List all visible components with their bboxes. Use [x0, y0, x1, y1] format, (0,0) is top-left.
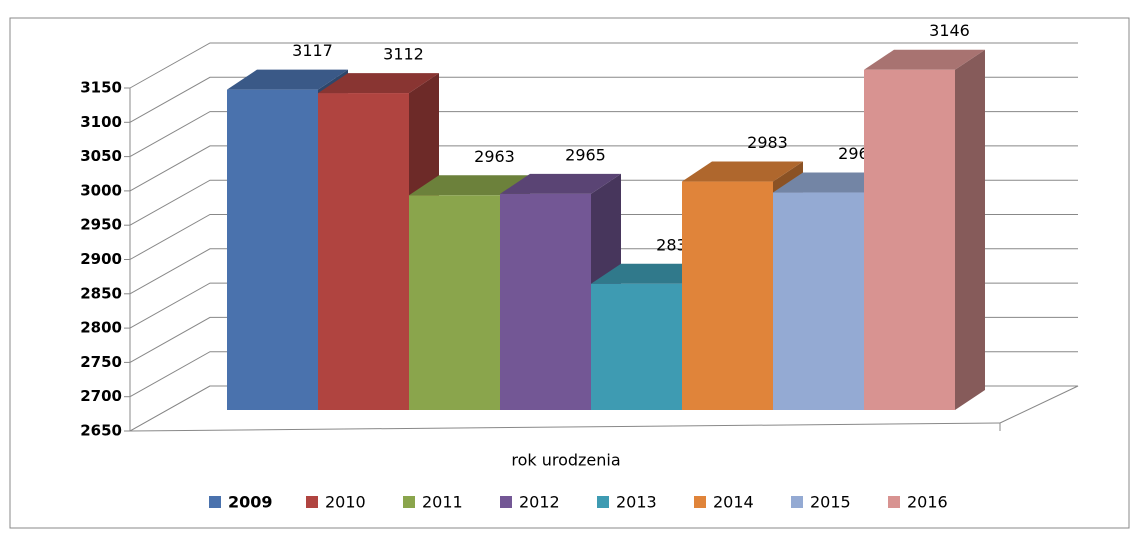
bar-top: [773, 172, 894, 193]
bar: [409, 195, 500, 410]
legend-swatch: [791, 496, 803, 508]
y-tick-label: 2750: [80, 353, 122, 371]
bar-top: [682, 161, 803, 182]
bar: [227, 89, 318, 410]
y-tick-label: 2800: [80, 319, 122, 337]
legend-swatch: [403, 496, 415, 508]
y-tick-label: 2650: [80, 422, 122, 440]
grid-line: [129, 145, 1078, 192]
y-tick-label: 3000: [80, 181, 122, 199]
legend-label: 2010: [325, 493, 366, 512]
value-label: 3112: [383, 45, 424, 64]
bar: [682, 181, 773, 410]
legend-label: 2016: [907, 493, 948, 512]
y-tick-label: 2950: [80, 216, 122, 234]
y-tick-label: 2900: [80, 250, 122, 268]
bar-top: [318, 73, 439, 94]
legend-swatch: [694, 496, 706, 508]
legend-label: 2015: [810, 493, 851, 512]
y-tick-label: 3050: [80, 147, 122, 165]
bar: [773, 192, 864, 410]
bar: [318, 93, 409, 411]
legend-label: 2011: [422, 493, 463, 512]
value-label: 2963: [474, 147, 515, 166]
y-tick-label: 2850: [80, 284, 122, 302]
bar: [500, 193, 591, 410]
bar-top: [227, 69, 348, 90]
legend-swatch: [306, 496, 318, 508]
y-tick-label: 3150: [80, 79, 122, 97]
value-label: 2965: [565, 145, 606, 164]
front-axis: [129, 422, 1001, 432]
legend-swatch: [597, 496, 609, 508]
value-label: 3146: [929, 21, 970, 40]
grid-line: [129, 111, 1078, 158]
legend-label: 2013: [616, 493, 657, 512]
legend-swatch: [209, 496, 221, 508]
bar-top: [591, 263, 712, 284]
bar-top: [864, 49, 985, 70]
y-tick-label: 3100: [80, 113, 122, 131]
grid-line: [129, 76, 1078, 123]
legend-label: 2014: [713, 493, 754, 512]
bar-top: [409, 175, 530, 196]
grid-line: [129, 42, 1078, 89]
legend-swatch: [500, 496, 512, 508]
legend-swatch: [888, 496, 900, 508]
legend-label: 2012: [519, 493, 560, 512]
x-axis-label: rok urodzenia: [511, 451, 620, 470]
bar: [864, 69, 955, 410]
bar-side: [955, 49, 985, 411]
y-tick-label: 2700: [80, 387, 122, 405]
value-label: 2983: [747, 133, 788, 152]
bar-top: [500, 173, 621, 194]
bar: [591, 283, 682, 410]
legend-label: 2009: [228, 493, 273, 512]
value-label: 3117: [292, 41, 333, 60]
